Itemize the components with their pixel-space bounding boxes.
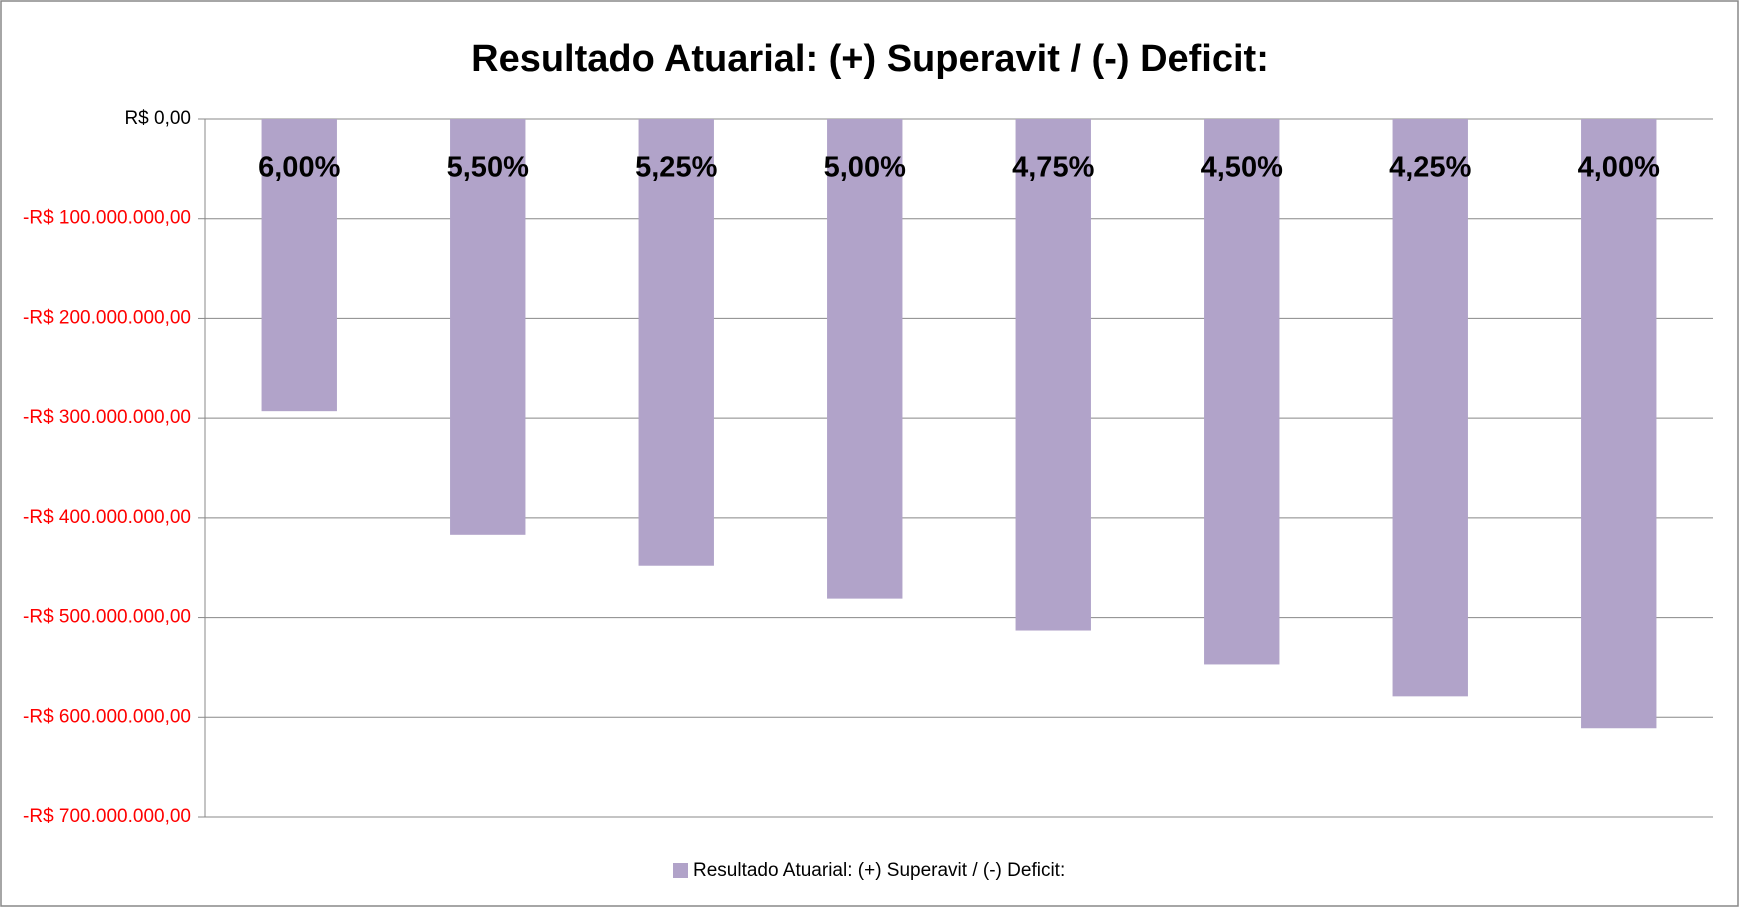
- x-tick-label: 6,00%: [258, 152, 340, 184]
- bar: [1392, 119, 1468, 697]
- bar: [1015, 119, 1091, 631]
- x-tick-label: 4,00%: [1578, 152, 1660, 184]
- bar: [827, 119, 903, 599]
- bar: [261, 119, 337, 412]
- legend-swatch: [673, 863, 688, 878]
- x-tick-label: 5,50%: [447, 152, 529, 184]
- bar: [450, 119, 526, 535]
- y-tick-label: -R$ 700.000.000,00: [23, 806, 191, 827]
- bar: [1204, 119, 1280, 665]
- x-tick-label: 5,00%: [824, 152, 906, 184]
- chart-title: Resultado Atuarial: (+) Superavit / (-) …: [471, 38, 1269, 80]
- y-tick-label: -R$ 600.000.000,00: [23, 706, 191, 727]
- x-tick-label: 4,25%: [1389, 152, 1471, 184]
- bar: [1581, 119, 1657, 729]
- x-tick-label: 5,25%: [635, 152, 717, 184]
- legend-label: Resultado Atuarial: (+) Superavit / (-) …: [693, 860, 1065, 881]
- y-tick-label: R$ 0,00: [124, 108, 191, 129]
- x-tick-label: 4,50%: [1201, 152, 1283, 184]
- y-tick-label: -R$ 500.000.000,00: [23, 607, 191, 628]
- bar: [638, 119, 714, 566]
- y-tick-label: -R$ 100.000.000,00: [23, 208, 191, 229]
- y-tick-label: -R$ 300.000.000,00: [23, 407, 191, 428]
- y-tick-label: -R$ 200.000.000,00: [23, 307, 191, 328]
- x-tick-label: 4,75%: [1012, 152, 1094, 184]
- y-tick-label: -R$ 400.000.000,00: [23, 507, 191, 528]
